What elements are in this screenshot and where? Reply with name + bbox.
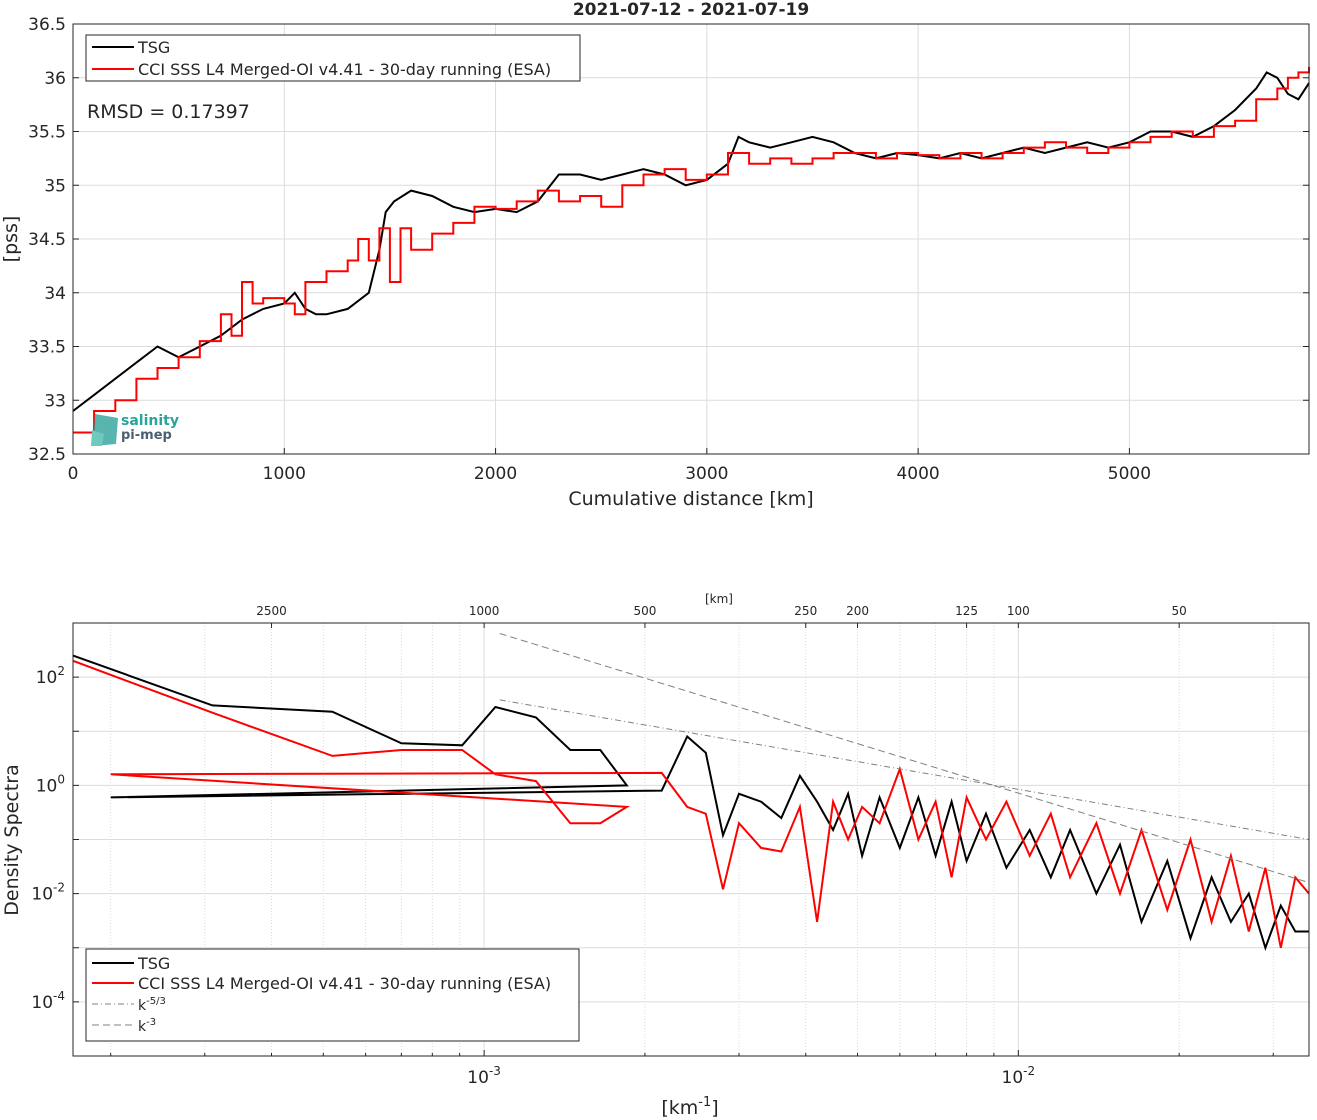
y-tick-label: 36 <box>44 69 66 89</box>
salinity-pi-mep-logo: salinity pi-mep <box>91 413 179 446</box>
y-tick-label: 34.5 <box>28 230 66 250</box>
spectra-legend-label-cci: CCI SSS L4 Merged-OI v4.41 - 30-day runn… <box>138 974 551 993</box>
y-tick-label: 34 <box>44 284 66 304</box>
x-tick-label: 0 <box>68 464 79 484</box>
salinity-ticks: 0 1000 2000 3000 4000 5000 32.5 33 33.5 34 34.5 35 3… <box>28 15 1309 484</box>
top-km-tick-label: 500 <box>633 604 656 618</box>
series-line-cci <box>73 67 1310 434</box>
top-km-tick-label: 200 <box>846 604 869 618</box>
y-log-tick-label: 100 <box>36 772 65 796</box>
spectra-ticks: 10-3 10-2 10-4 10-2 100 102 2500 1000 500 250 200 1… <box>31 604 1274 1088</box>
spectra-legend-label-k53: k-5/3 <box>138 996 166 1014</box>
x-log-tick-label: 10-3 <box>467 1064 501 1088</box>
logo-text-salinity: salinity <box>121 413 179 429</box>
top-km-tick-label: 250 <box>794 604 817 618</box>
y-log-tick-label: 10-4 <box>31 989 65 1013</box>
y-axis-label: [pss] <box>0 216 22 263</box>
salinity-grid <box>72 23 1309 455</box>
x-tick-label: 1000 <box>263 464 306 484</box>
y-tick-label: 36.5 <box>28 15 66 35</box>
x-tick-label: 4000 <box>896 464 939 484</box>
y-tick-label: 32.5 <box>28 445 66 465</box>
top-km-tick-label: 1000 <box>469 604 500 618</box>
spectra-line-cci <box>72 659 1310 949</box>
y-tick-label: 35.5 <box>28 123 66 143</box>
spectra-x-axis-label: [km-1] <box>661 1095 718 1119</box>
spectra-legend-label-tsg: TSG <box>137 954 170 973</box>
spectra-series <box>72 633 1310 951</box>
salinity-series <box>72 67 1310 434</box>
x-tick-label: 5000 <box>1108 464 1151 484</box>
y-log-tick-label: 102 <box>36 664 65 688</box>
top-km-tick-label: 125 <box>955 604 978 618</box>
logo-text-pi-mep: pi-mep <box>121 428 172 443</box>
top-km-tick-label: 2500 <box>256 604 287 618</box>
spectra-line-k3 <box>499 633 1310 884</box>
x-tick-label: 2000 <box>474 464 517 484</box>
spectra-chart: [km] 10-3 10-2 10-4 10-2 100 102 2500 1000 500 25… <box>1 592 1310 1119</box>
spectra-legend-label-k3: k-3 <box>138 1017 156 1035</box>
y-tick-label: 33 <box>44 391 66 411</box>
y-tick-label: 33.5 <box>28 338 66 358</box>
top-axis-label: [km] <box>705 592 733 606</box>
spectra-line-k53 <box>499 699 1310 840</box>
x-log-tick-label: 10-2 <box>1002 1064 1036 1088</box>
series-line-tsg <box>72 71 1310 412</box>
y-tick-label: 35 <box>44 176 66 196</box>
rmsd-annotation: RMSD = 0.17397 <box>87 101 250 123</box>
x-axis-label: Cumulative distance [km] <box>568 488 813 510</box>
legend-label-cci: CCI SSS L4 Merged-OI v4.41 - 30-day runn… <box>138 60 551 79</box>
salinity-legend: TSG CCI SSS L4 Merged-OI v4.41 - 30-day … <box>85 34 581 82</box>
spectra-legend: TSG CCI SSS L4 Merged-OI v4.41 - 30-day … <box>85 948 580 1042</box>
x-tick-label: 3000 <box>685 464 728 484</box>
spectra-line-tsg <box>72 654 1309 951</box>
salinity-chart: 2021-07-12 - 2021-07-19 0 1000 2000 3000 400… <box>0 0 1310 510</box>
legend-label-tsg: TSG <box>137 38 170 57</box>
top-km-tick-label: 50 <box>1172 604 1187 618</box>
chart-title: 2021-07-12 - 2021-07-19 <box>573 0 809 20</box>
spectra-y-axis-label: Density Spectra <box>1 764 23 915</box>
top-km-tick-label: 100 <box>1007 604 1030 618</box>
y-log-tick-label: 10-2 <box>31 881 65 905</box>
